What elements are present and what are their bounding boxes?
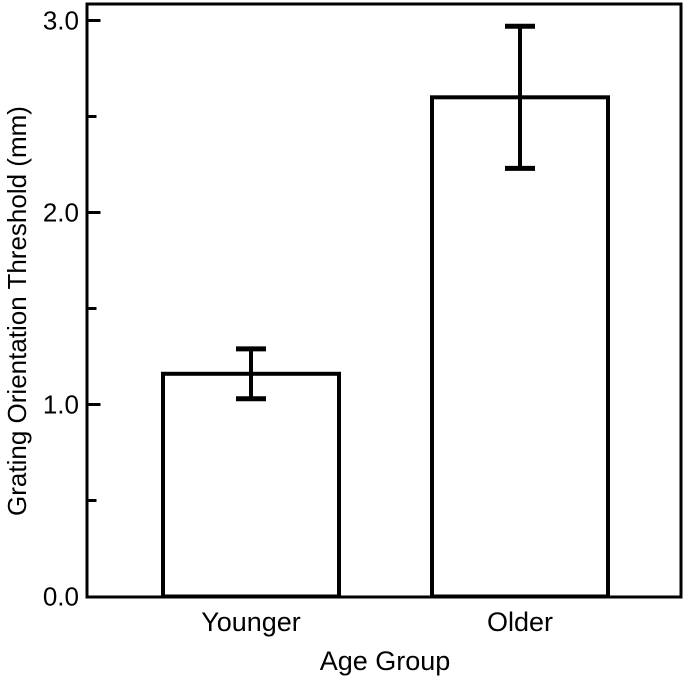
category-label-older: Older — [487, 607, 553, 637]
category-label-younger: Younger — [201, 607, 301, 637]
x-axis-title: Age Group — [319, 646, 451, 676]
y-axis-title: Grating Orientation Threshold (mm) — [2, 106, 32, 516]
bar-younger — [161, 371, 341, 599]
y-tick-label: 1.0 — [43, 390, 79, 420]
plot-frame — [85, 2, 683, 599]
y-tick-label: 0.0 — [43, 582, 79, 612]
bar-older — [430, 95, 610, 599]
y-tick-label: 2.0 — [43, 198, 79, 228]
y-tick-label: 3.0 — [43, 6, 79, 36]
